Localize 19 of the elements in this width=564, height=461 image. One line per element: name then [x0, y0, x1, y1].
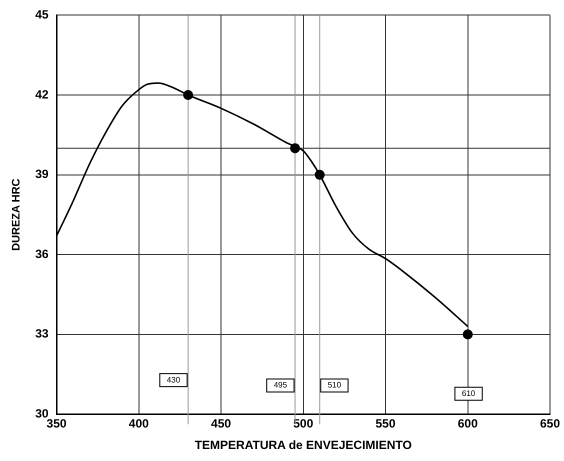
x-tick-label: 500	[293, 416, 314, 431]
y-axis-title: DUREZA HRC	[10, 178, 23, 251]
x-tick-label: 600	[458, 416, 478, 431]
x-tick-label: 550	[376, 416, 396, 431]
y-tick-label: 39	[35, 167, 49, 182]
y-tick-label: 33	[35, 326, 49, 341]
annotation: 495	[274, 380, 288, 390]
x-tick-label: 450	[211, 416, 232, 431]
x-tick-label: 350	[46, 416, 67, 431]
x-tick-label: 650	[540, 416, 560, 431]
y-tick-label: 42	[35, 87, 49, 102]
x-axis-title: TEMPERATURA de ENVEJECIMIENTO	[194, 438, 412, 452]
annotation: 610	[462, 388, 476, 398]
y-tick-label: 36	[35, 246, 49, 261]
annotation: 510	[328, 380, 342, 390]
point	[462, 329, 473, 340]
annotation: 430	[166, 375, 181, 384]
y-tick-label: 45	[35, 8, 49, 22]
x-tick-label: 400	[128, 416, 150, 431]
